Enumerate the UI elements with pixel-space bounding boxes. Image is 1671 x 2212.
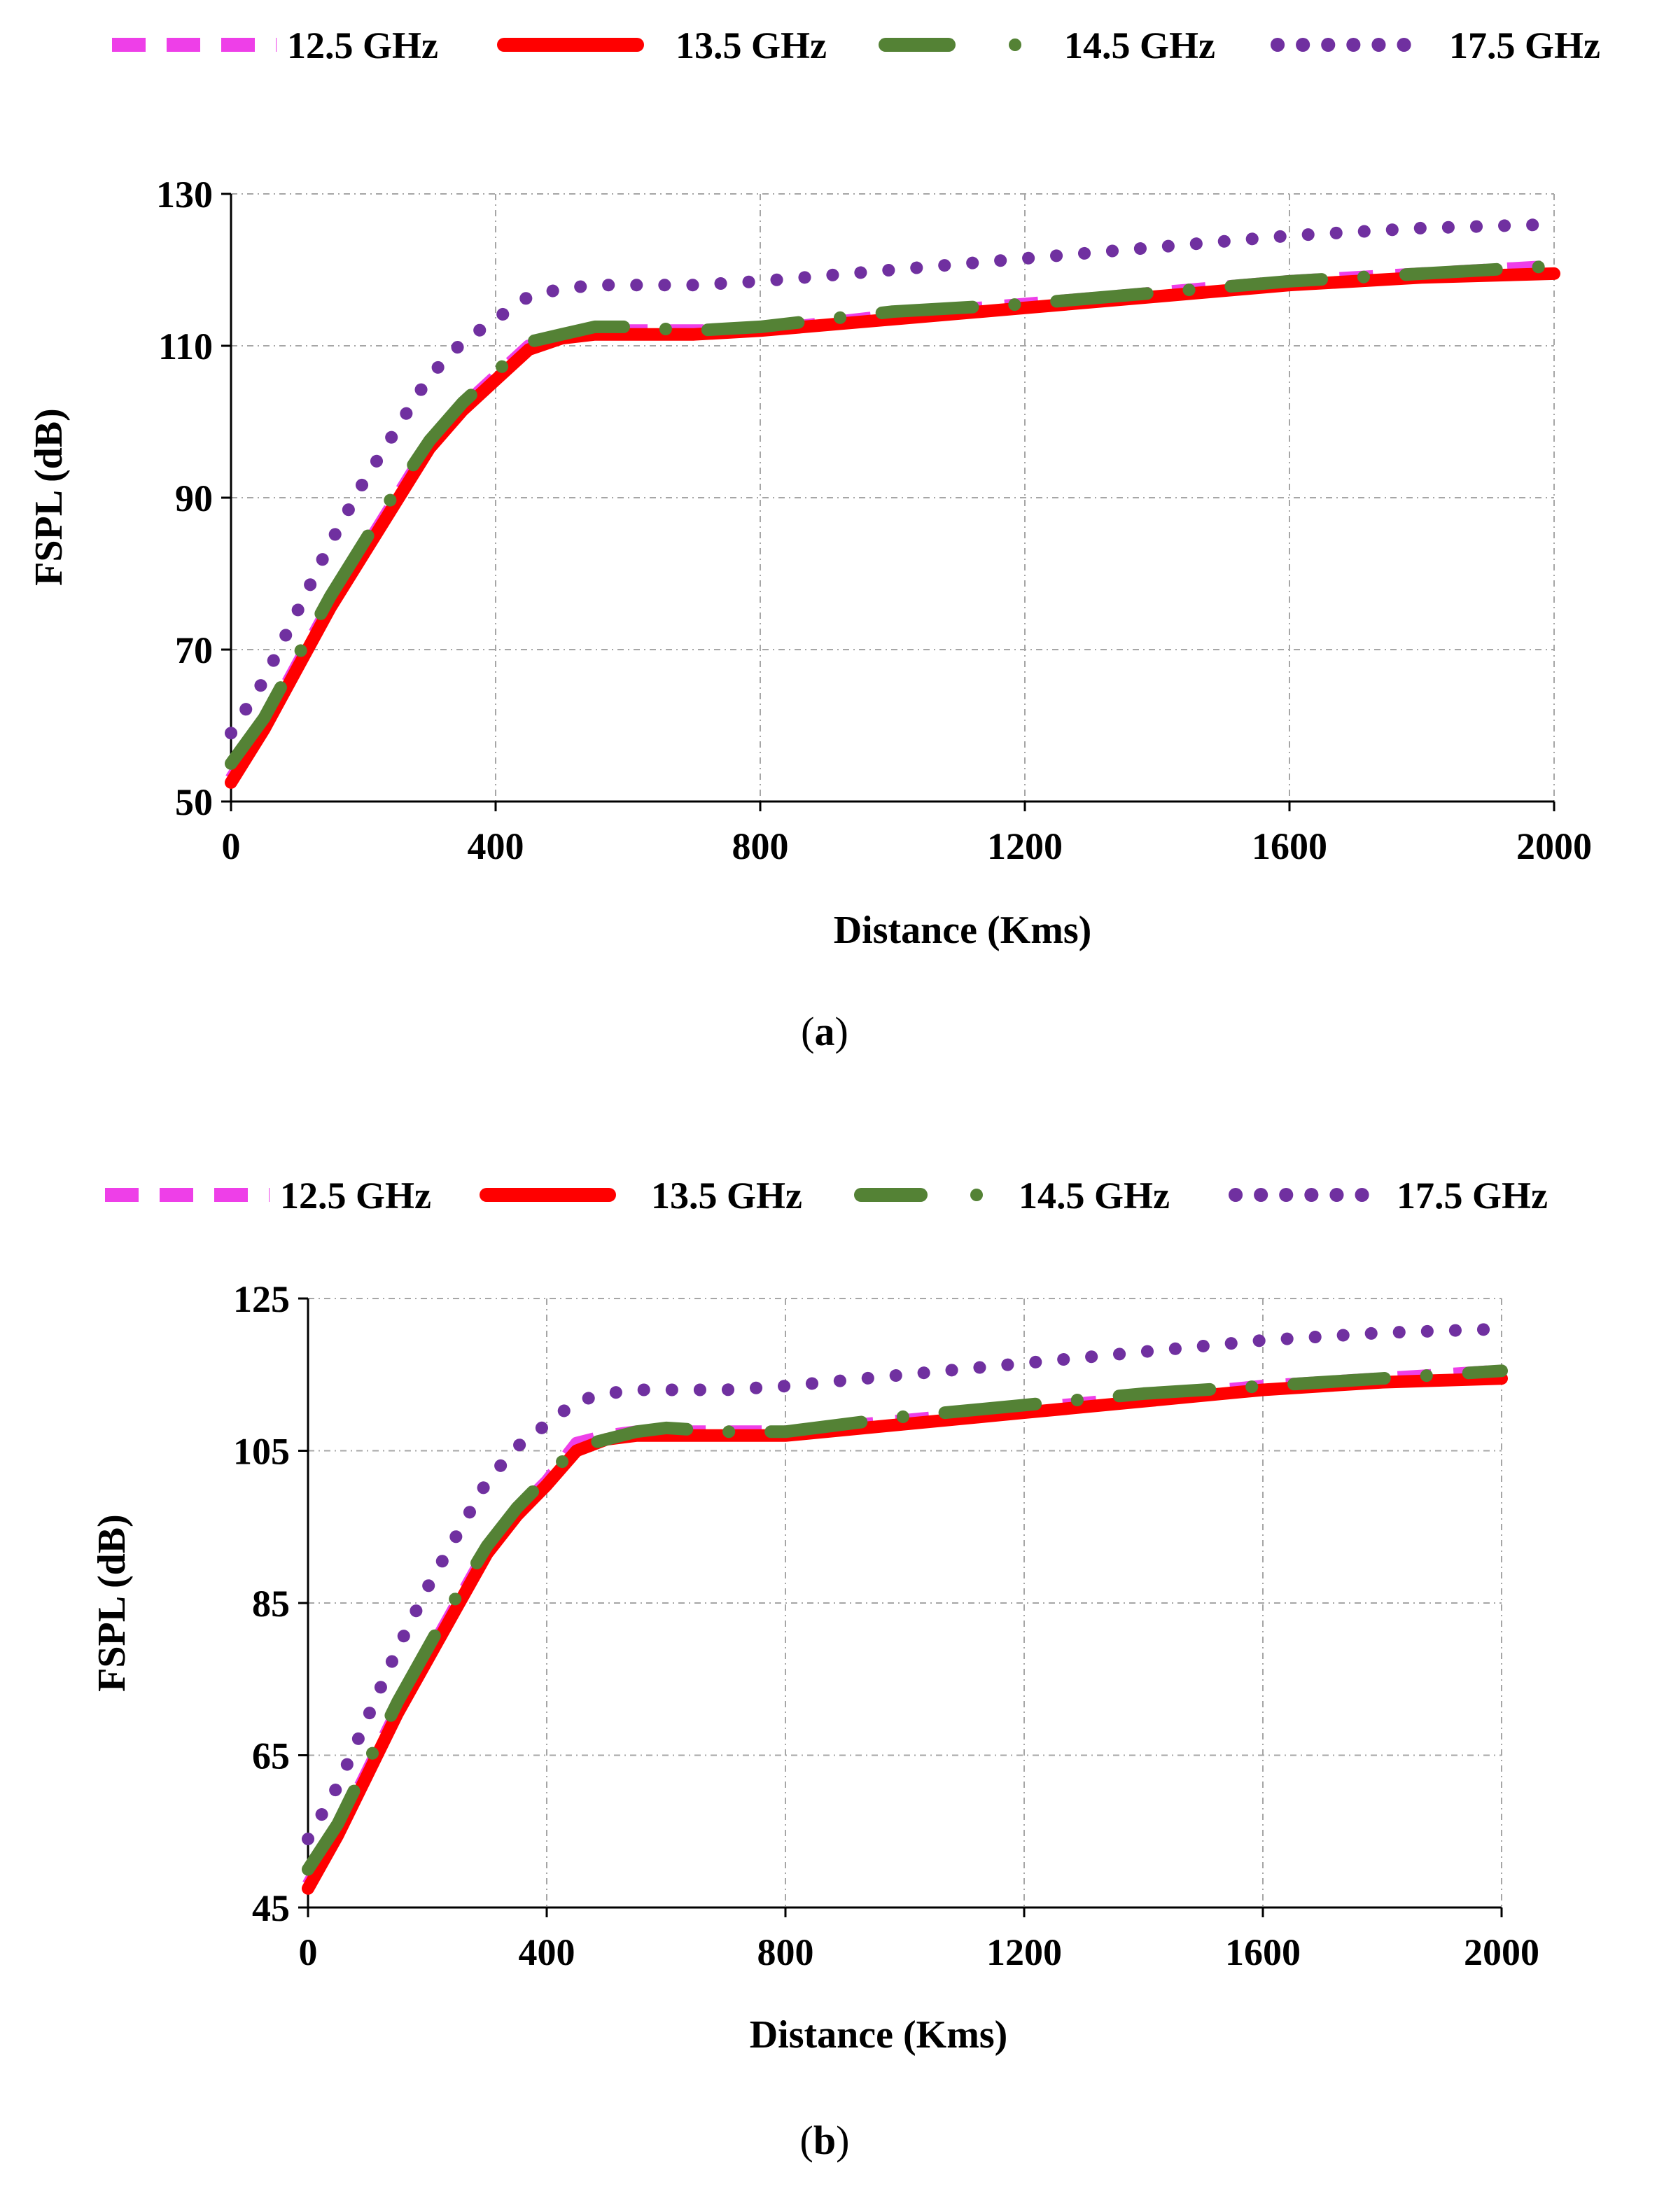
legend-label-12-5: 12.5 GHz bbox=[287, 24, 438, 66]
panel-a-series-17-5-line bbox=[225, 218, 1560, 740]
panel-a-y-tick-label: 130 bbox=[156, 174, 213, 216]
legend-label-14-5: 14.5 GHz bbox=[1019, 1175, 1170, 1217]
panel-b-caption: (b) bbox=[800, 2118, 850, 2163]
panel-b-y-tick-label: 65 bbox=[252, 1735, 290, 1777]
panel-b-y-tick-label: 85 bbox=[252, 1583, 290, 1625]
panel-a-y-tick-label: 50 bbox=[175, 781, 213, 823]
panel-a-x-axis-title: Distance (Kms) bbox=[834, 909, 1092, 952]
panel-b-series-17-5-line bbox=[302, 1322, 1508, 1846]
panel-b-legend: 12.5 GHz 13.5 GHz 14.5 GHz 17.5 GHz bbox=[105, 1175, 1548, 1217]
panel-a-x-tick-label: 800 bbox=[732, 825, 789, 867]
panel-a-y-tick-label: 90 bbox=[175, 477, 213, 519]
panel-b-chart: 12.5 GHz 13.5 GHz 14.5 GHz 17.5 GHz 0 400… bbox=[90, 1175, 1548, 2163]
panel-b-x-tick-label: 2000 bbox=[1464, 1931, 1539, 1973]
panel-b-x-tick-label: 400 bbox=[519, 1931, 575, 1973]
panel-a-x-tick-label: 0 bbox=[222, 825, 241, 867]
legend-swatch-14-5 bbox=[854, 1188, 983, 1202]
panel-a-series-14-5-line bbox=[225, 260, 1560, 770]
legend-label-17-5: 17.5 GHz bbox=[1397, 1175, 1548, 1217]
panel-b-y-axis-title: FSPL (dB) bbox=[90, 1514, 134, 1692]
panel-a-series-13-5-line bbox=[225, 267, 1560, 789]
legend-label-17-5: 17.5 GHz bbox=[1449, 24, 1600, 66]
panel-a-y-tick-label: 70 bbox=[175, 629, 213, 671]
panel-b-series-14-5-line bbox=[302, 1364, 1508, 1876]
panel-b-plot-area: 0 400 800 1200 1600 2000 45 65 85 105 125 bbox=[233, 1278, 1539, 1973]
legend-swatch-14-5 bbox=[879, 38, 1021, 52]
panel-b-y-tick-label: 125 bbox=[233, 1278, 290, 1320]
panel-b-x-tick-label: 800 bbox=[757, 1931, 814, 1973]
panel-a-legend: 12.5 GHz 13.5 GHz 14.5 GHz 17.5 GHz bbox=[112, 24, 1600, 66]
panel-a-x-tick-label: 1600 bbox=[1252, 825, 1327, 867]
legend-label-14-5: 14.5 GHz bbox=[1064, 24, 1215, 66]
panel-a-plot-area: 0 400 800 1200 1600 2000 50 70 90 110 130 bbox=[156, 174, 1592, 867]
legend-label-12-5: 12.5 GHz bbox=[280, 1175, 431, 1217]
legend-label-13-5: 13.5 GHz bbox=[676, 24, 827, 66]
panel-b-x-tick-label: 1200 bbox=[986, 1931, 1062, 1973]
panel-a-chart: 12.5 GHz 13.5 GHz 14.5 GHz 17.5 GHz 0 400… bbox=[27, 24, 1600, 1054]
panel-a-series-12-5-line bbox=[225, 260, 1555, 783]
panel-a-caption: (a) bbox=[801, 1009, 848, 1054]
panel-a-y-tick-label: 110 bbox=[158, 326, 213, 368]
panel-a-x-tick-label: 400 bbox=[468, 825, 524, 867]
legend-label-13-5: 13.5 GHz bbox=[651, 1175, 802, 1217]
panel-b-x-tick-label: 1600 bbox=[1225, 1931, 1301, 1973]
panel-b-series-12-5-line bbox=[302, 1364, 1502, 1888]
panel-a-y-axis-title: FSPL (dB) bbox=[27, 408, 71, 586]
panel-a-x-tick-label: 1200 bbox=[987, 825, 1063, 867]
panel-b-series-13-5-line bbox=[302, 1372, 1508, 1895]
panel-a-x-tick-label: 2000 bbox=[1516, 825, 1592, 867]
panel-b-x-axis-title: Distance (Kms) bbox=[750, 2013, 1008, 2057]
panel-b-y-tick-label: 45 bbox=[252, 1887, 290, 1929]
panel-b-y-tick-label: 105 bbox=[233, 1431, 290, 1473]
panel-b-x-tick-label: 0 bbox=[299, 1931, 318, 1973]
